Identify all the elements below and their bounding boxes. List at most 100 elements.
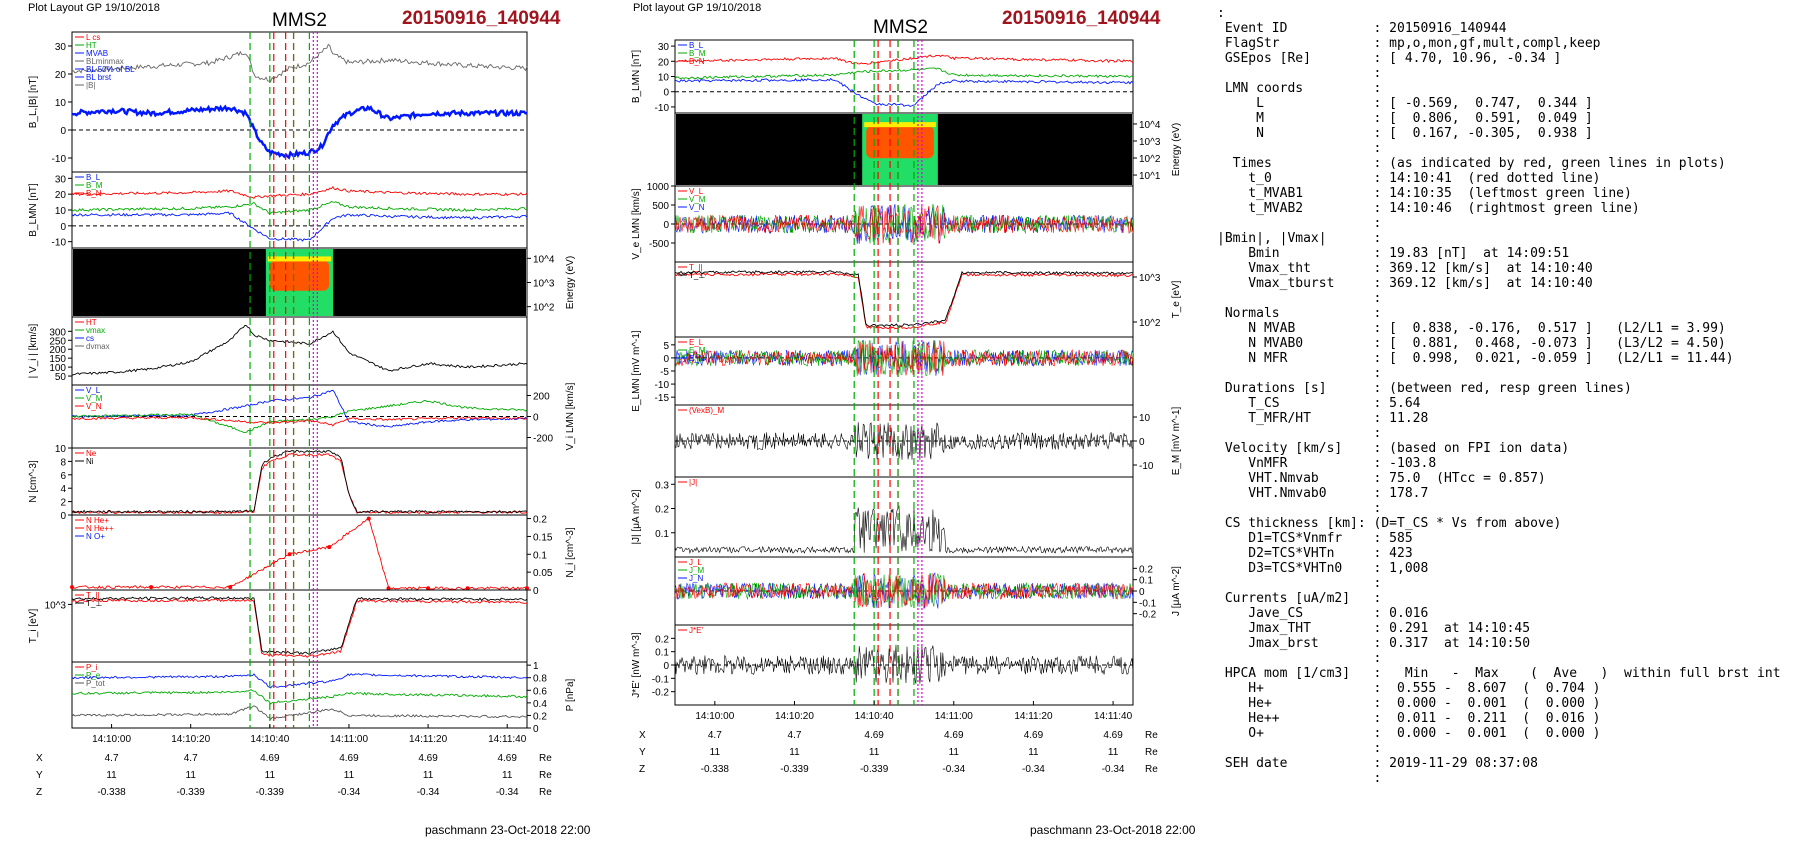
tick-label: 250 <box>49 336 66 347</box>
tick-label: 30 <box>658 42 670 53</box>
legend-entry: J_N <box>689 574 703 583</box>
report-line: D1=TCS*Vnmfr : 585 <box>1217 531 1413 546</box>
series-line <box>674 573 1134 609</box>
data-point <box>287 552 292 557</box>
series-line <box>674 644 1134 684</box>
panel: |J| [μA m^-2] 0.3 0.2 0.1 |J| <box>631 476 1134 558</box>
tick-label: -500 <box>649 239 669 250</box>
report-line: : <box>1217 366 1382 381</box>
ephem-value: 11 <box>789 747 800 758</box>
tick-label: 0.2 <box>1139 564 1153 575</box>
legend-entry: P_e <box>86 671 101 680</box>
ephem-value: 4.69 <box>418 753 438 764</box>
tick-label: -10 <box>655 380 670 391</box>
ephem-value: 4.69 <box>1024 730 1044 741</box>
tick-label: 0.6 <box>533 686 547 697</box>
report-line: : <box>1217 291 1382 306</box>
report-line: L : [ -0.569, 0.747, 0.344 ] <box>1217 96 1593 111</box>
tick-label: 10^2 <box>533 303 555 314</box>
tick-label: 10^3 <box>1139 137 1161 148</box>
panel: Energy (eV) 10^4 10^3 10^2 <box>71 247 576 318</box>
ephem-value: -0.339 <box>256 787 285 798</box>
legend-entry: T_|| <box>689 263 703 272</box>
ephem-value: 11 <box>106 770 117 781</box>
time-tick-label: 14:10:00 <box>92 734 131 745</box>
tick-label: 200 <box>533 392 550 403</box>
right-figure-chart: B_LMN [nT] 30 20 10 0 -10 B_LB_MB_N Energy (eV)… <box>631 39 1182 775</box>
series-line <box>674 422 1134 460</box>
tick-label: 10^3 <box>533 279 555 290</box>
tick-label: 20 <box>55 190 67 201</box>
tick-label: 10 <box>658 73 670 84</box>
axis-label: V_i LMN [km/s] <box>565 382 576 450</box>
report-line: : <box>1217 6 1225 21</box>
series-line <box>71 705 528 721</box>
report-line: Event ID : 20150916_140944 <box>1217 21 1507 36</box>
legend-entry: vmax <box>86 326 105 335</box>
tick-label: 10^4 <box>533 254 555 265</box>
data-point <box>525 586 529 591</box>
tick-label: 30 <box>55 174 67 185</box>
ephem-value: 11 <box>1108 747 1119 758</box>
time-tick-label: 14:10:40 <box>250 734 289 745</box>
axis-label: |J| [μA m^-2] <box>631 489 642 544</box>
data-point <box>465 586 470 591</box>
report-line: D3=TCS*VHTn0 : 1,008 <box>1217 561 1429 576</box>
ephem-value: 4.7 <box>788 730 802 741</box>
axis-label: P [nPa] <box>565 678 576 711</box>
tick-label: 10^2 <box>1139 318 1161 329</box>
tick-label: -10 <box>52 238 67 249</box>
tick-label: 0 <box>663 88 669 99</box>
panel: E_M [mV m^-1] 10 0 -10 (VexB)_M <box>674 404 1182 478</box>
panel: T_i [eV] 10^3 T_||T_⊥ <box>28 589 528 663</box>
report-line: D2=TCS*VHTn : 423 <box>1217 546 1413 561</box>
left-figure-header: Plot Layout GP 19/10/2018 <box>28 2 160 14</box>
ephem-value: -0.339 <box>860 764 889 775</box>
report-line: He+ : 0.000 - 0.001 ( 0.000 ) <box>1217 696 1601 711</box>
tick-label: 1 <box>533 661 539 672</box>
ephem-name: Y <box>36 770 43 781</box>
tick-label: 10^3 <box>1139 273 1161 284</box>
legend-entry: |J| <box>689 478 697 487</box>
report-line: N : [ 0.167, -0.305, 0.938 ] <box>1217 126 1593 141</box>
legend-entry: J*E' <box>689 626 703 635</box>
panel: V_i LMN [km/s] 200 0 -200 V_LV_MV_N <box>71 382 576 450</box>
tick-label: 0 <box>663 354 669 365</box>
tick-label: 0 <box>1139 587 1145 598</box>
tick-label: -5 <box>660 367 669 378</box>
left-figure-event-id: 20150916_140944 <box>402 8 561 29</box>
tick-label: 10 <box>55 444 67 455</box>
report-line: He++ : 0.011 - 0.211 ( 0.016 ) <box>1217 711 1601 726</box>
ephem-value: 4.69 <box>260 753 280 764</box>
legend-entry: P_tot <box>86 679 105 688</box>
series-line <box>71 449 528 514</box>
data-point <box>366 516 371 521</box>
report-line: O+ : 0.000 - 0.001 ( 0.000 ) <box>1217 726 1601 741</box>
report-line: CS thickness [km]: (D=T_CS * Vs from abo… <box>1217 516 1562 531</box>
report-line: : <box>1217 771 1382 786</box>
ephem-name: Z <box>36 787 42 798</box>
ephem-value: 4.69 <box>1103 730 1123 741</box>
legend-entry: V_N <box>86 402 102 411</box>
tick-label: 150 <box>49 354 66 365</box>
event-report: : Event ID : 20150916_140944 FlagStr : m… <box>1217 6 1781 786</box>
tick-label: 10^4 <box>1139 120 1161 131</box>
panel-frame <box>674 624 1134 706</box>
tick-label: 10 <box>55 206 67 217</box>
legend-entry: B_M <box>689 49 706 58</box>
legend-entry: N O+ <box>86 532 105 541</box>
ephem-value: 4.69 <box>497 753 517 764</box>
series-line <box>71 324 528 376</box>
ephem-value: -0.338 <box>97 787 126 798</box>
series-line <box>71 596 528 655</box>
ephem-value: -0.339 <box>780 764 809 775</box>
tick-label: 4 <box>60 484 66 495</box>
spectrogram-hot <box>269 260 330 291</box>
series-line <box>674 204 1134 244</box>
tick-label: 0.1 <box>655 648 669 659</box>
ephem-unit: Re <box>539 787 552 798</box>
tick-label: 5 <box>663 341 669 352</box>
series-line <box>71 689 528 705</box>
